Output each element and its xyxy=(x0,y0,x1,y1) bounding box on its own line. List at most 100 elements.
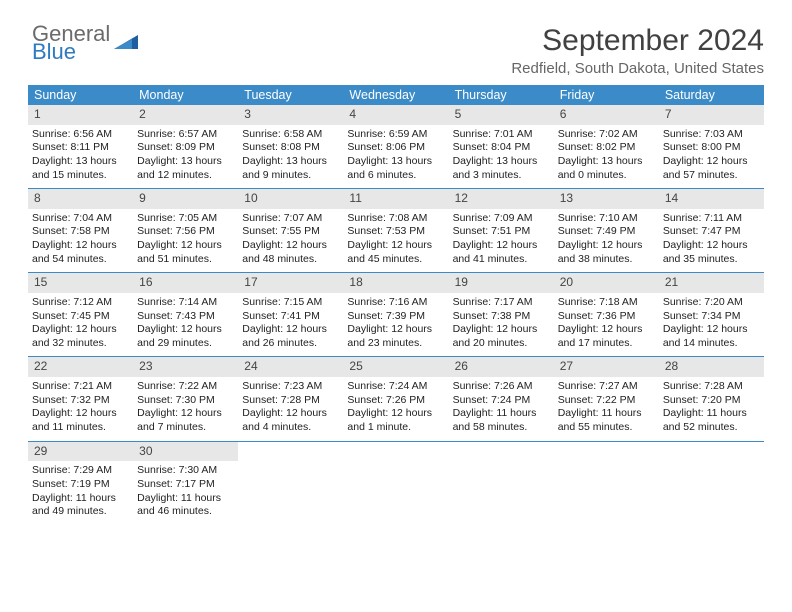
day-number: 12 xyxy=(449,189,554,209)
daylight-line: Daylight: 12 hours xyxy=(347,407,444,421)
sunrise-line: Sunrise: 7:12 AM xyxy=(32,296,129,310)
sunset-line: Sunset: 7:20 PM xyxy=(663,394,760,408)
calendar-cell: 27Sunrise: 7:27 AMSunset: 7:22 PMDayligh… xyxy=(554,357,659,440)
sunset-line: Sunset: 7:32 PM xyxy=(32,394,129,408)
calendar-cell: 29Sunrise: 7:29 AMSunset: 7:19 PMDayligh… xyxy=(28,442,133,525)
sunset-line: Sunset: 8:00 PM xyxy=(663,141,760,155)
daylight-line: Daylight: 12 hours xyxy=(242,407,339,421)
sunrise-line: Sunrise: 7:15 AM xyxy=(242,296,339,310)
sunrise-line: Sunrise: 7:23 AM xyxy=(242,380,339,394)
weekday-wed: Wednesday xyxy=(343,85,448,105)
daylight-line-2: and 45 minutes. xyxy=(347,253,444,267)
sunset-line: Sunset: 7:19 PM xyxy=(32,478,129,492)
calendar-week: 15Sunrise: 7:12 AMSunset: 7:45 PMDayligh… xyxy=(28,273,764,357)
daylight-line: Daylight: 12 hours xyxy=(663,323,760,337)
calendar-cell: 4Sunrise: 6:59 AMSunset: 8:06 PMDaylight… xyxy=(343,105,448,188)
calendar-cell: 3Sunrise: 6:58 AMSunset: 8:08 PMDaylight… xyxy=(238,105,343,188)
calendar-cell: 5Sunrise: 7:01 AMSunset: 8:04 PMDaylight… xyxy=(449,105,554,188)
sunset-line: Sunset: 7:28 PM xyxy=(242,394,339,408)
daylight-line: Daylight: 11 hours xyxy=(558,407,655,421)
calendar-cell: 28 Sunrise: 7:28 AMSunset: 7:20 PMDayligh… xyxy=(659,357,764,440)
weekday-sun: Sunday xyxy=(28,85,133,105)
daylight-line: Daylight: 11 hours xyxy=(663,407,760,421)
weekday-mon: Monday xyxy=(133,85,238,105)
sunset-line: Sunset: 7:36 PM xyxy=(558,310,655,324)
calendar-cell: 21Sunrise: 7:20 AMSunset: 7:34 PMDayligh… xyxy=(659,273,764,356)
brand-triangle-icon xyxy=(114,31,138,49)
daylight-line-2: and 17 minutes. xyxy=(558,337,655,351)
sunrise-line: Sunrise: 7:18 AM xyxy=(558,296,655,310)
daylight-line-2: and 7 minutes. xyxy=(137,421,234,435)
calendar-cell: 1Sunrise: 6:56 AMSunset: 8:11 PMDaylight… xyxy=(28,105,133,188)
daylight-line-2: and 32 minutes. xyxy=(32,337,129,351)
daylight-line: Daylight: 12 hours xyxy=(347,239,444,253)
daylight-line-2: and 15 minutes. xyxy=(32,169,129,183)
day-number: 19 xyxy=(449,273,554,293)
day-number: 28 xyxy=(659,357,764,377)
day-number: 1 xyxy=(28,105,133,125)
calendar-cell: 26Sunrise: 7:26 AMSunset: 7:24 PMDayligh… xyxy=(449,357,554,440)
daylight-line-2: and 55 minutes. xyxy=(558,421,655,435)
daylight-line-2: and 20 minutes. xyxy=(453,337,550,351)
day-number: 24 xyxy=(238,357,343,377)
daylight-line-2: and 1 minute. xyxy=(347,421,444,435)
sunrise-line: Sunrise: 7:07 AM xyxy=(242,212,339,226)
daylight-line-2: and 6 minutes. xyxy=(347,169,444,183)
day-number: 21 xyxy=(659,273,764,293)
sunset-line: Sunset: 7:34 PM xyxy=(663,310,760,324)
daylight-line-2: and 46 minutes. xyxy=(137,505,234,519)
calendar-cell: 23Sunrise: 7:22 AMSunset: 7:30 PMDayligh… xyxy=(133,357,238,440)
daylight-line: Daylight: 11 hours xyxy=(32,492,129,506)
daylight-line-2: and 49 minutes. xyxy=(32,505,129,519)
calendar-cell: 17Sunrise: 7:15 AMSunset: 7:41 PMDayligh… xyxy=(238,273,343,356)
sunrise-line: Sunrise: 7:30 AM xyxy=(137,464,234,478)
day-number: 13 xyxy=(554,189,659,209)
sunrise-line: Sunrise: 7:02 AM xyxy=(558,128,655,142)
sunset-line: Sunset: 7:43 PM xyxy=(137,310,234,324)
sunrise-line: Sunrise: 7:29 AM xyxy=(32,464,129,478)
sunrise-line: Sunrise: 7:22 AM xyxy=(137,380,234,394)
day-number: 17 xyxy=(238,273,343,293)
weekday-fri: Friday xyxy=(554,85,659,105)
daylight-line: Daylight: 13 hours xyxy=(347,155,444,169)
sunrise-line: Sunrise: 7:24 AM xyxy=(347,380,444,394)
daylight-line: Daylight: 12 hours xyxy=(663,155,760,169)
daylight-line-2: and 11 minutes. xyxy=(32,421,129,435)
sunrise-line: Sunrise: 7:09 AM xyxy=(453,212,550,226)
sunset-line: Sunset: 7:47 PM xyxy=(663,225,760,239)
daylight-line: Daylight: 12 hours xyxy=(137,239,234,253)
sunset-line: Sunset: 7:26 PM xyxy=(347,394,444,408)
calendar-week: 1Sunrise: 6:56 AMSunset: 8:11 PMDaylight… xyxy=(28,105,764,189)
calendar-cell: 24 Sunrise: 7:23 AMSunset: 7:28 PMDayligh… xyxy=(238,357,343,440)
calendar-cell: 14Sunrise: 7:11 AMSunset: 7:47 PMDayligh… xyxy=(659,189,764,272)
sunset-line: Sunset: 7:30 PM xyxy=(137,394,234,408)
calendar-cell: 8Sunrise: 7:04 AMSunset: 7:58 PMDaylight… xyxy=(28,189,133,272)
sunset-line: Sunset: 7:38 PM xyxy=(453,310,550,324)
calendar-cell: 25Sunrise: 7:24 AMSunset: 7:26 PMDayligh… xyxy=(343,357,448,440)
daylight-line-2: and 14 minutes. xyxy=(663,337,760,351)
calendar-cell: 9Sunrise: 7:05 AMSunset: 7:56 PMDaylight… xyxy=(133,189,238,272)
daylight-line-2: and 4 minutes. xyxy=(242,421,339,435)
day-number: 14 xyxy=(659,189,764,209)
calendar-cell xyxy=(554,442,659,525)
sunrise-line: Sunrise: 7:11 AM xyxy=(663,212,760,226)
sunset-line: Sunset: 7:51 PM xyxy=(453,225,550,239)
weekday-tue: Tuesday xyxy=(238,85,343,105)
sunset-line: Sunset: 7:24 PM xyxy=(453,394,550,408)
day-number: 2 xyxy=(133,105,238,125)
sunrise-line: Sunrise: 7:21 AM xyxy=(32,380,129,394)
sunrise-line: Sunrise: 7:27 AM xyxy=(558,380,655,394)
sunset-line: Sunset: 7:53 PM xyxy=(347,225,444,239)
sunrise-line: Sunrise: 7:28 AM xyxy=(663,380,760,394)
daylight-line-2: and 3 minutes. xyxy=(453,169,550,183)
calendar-cell: 6Sunrise: 7:02 AMSunset: 8:02 PMDaylight… xyxy=(554,105,659,188)
calendar-cell: 15Sunrise: 7:12 AMSunset: 7:45 PMDayligh… xyxy=(28,273,133,356)
sunset-line: Sunset: 8:08 PM xyxy=(242,141,339,155)
day-number: 26 xyxy=(449,357,554,377)
calendar-week: 8Sunrise: 7:04 AMSunset: 7:58 PMDaylight… xyxy=(28,189,764,273)
calendar-cell: 10Sunrise: 7:07 AMSunset: 7:55 PMDayligh… xyxy=(238,189,343,272)
sunset-line: Sunset: 8:11 PM xyxy=(32,141,129,155)
daylight-line: Daylight: 12 hours xyxy=(137,323,234,337)
sunrise-line: Sunrise: 7:05 AM xyxy=(137,212,234,226)
daylight-line-2: and 54 minutes. xyxy=(32,253,129,267)
